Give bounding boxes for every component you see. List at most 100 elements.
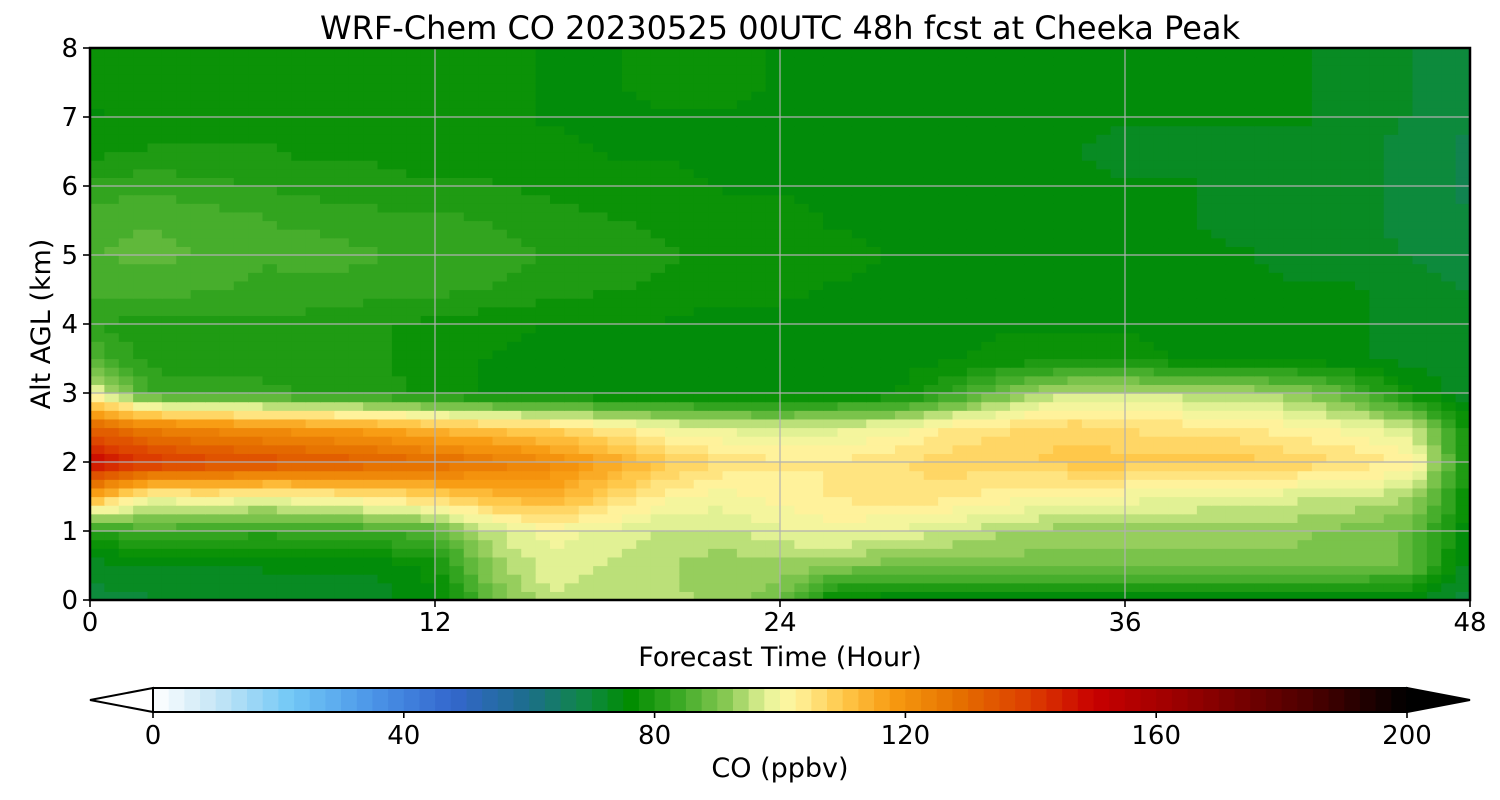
heatmap-cell: [377, 229, 393, 239]
heatmap-cell: [1240, 531, 1255, 541]
heatmap-cell: [952, 513, 968, 523]
heatmap-cell: [1125, 505, 1140, 515]
heatmap-cell: [377, 487, 393, 498]
heatmap-cell: [578, 591, 594, 600]
heatmap-cell: [348, 418, 364, 429]
heatmap-cell: [765, 177, 781, 187]
heatmap-cell: [636, 315, 652, 325]
heatmap-cell: [1038, 186, 1054, 196]
heatmap-cell: [895, 548, 910, 558]
heatmap-cell: [492, 358, 508, 368]
heatmap-cell: [1225, 272, 1241, 282]
heatmap-cell: [118, 487, 134, 498]
heatmap-cell: [952, 280, 968, 291]
heatmap-cell: [1268, 393, 1284, 403]
heatmap-cell: [981, 479, 997, 489]
heatmap-cell: [679, 418, 695, 429]
heatmap-cell: [133, 229, 149, 239]
heatmap-cell: [1053, 186, 1069, 196]
heatmap-cell: [406, 410, 422, 420]
heatmap-cell: [320, 574, 335, 584]
heatmap-cell: [808, 367, 824, 377]
heatmap-cell: [1225, 375, 1241, 385]
heatmap-cell: [320, 401, 335, 411]
heatmap-cell: [1340, 487, 1356, 498]
heatmap-cell: [794, 177, 810, 187]
heatmap-cell: [866, 298, 882, 308]
heatmap-cell: [406, 444, 422, 454]
heatmap-cell: [1211, 280, 1227, 291]
heatmap-cell: [621, 194, 637, 204]
heatmap-cell: [1240, 505, 1255, 515]
heatmap-cell: [291, 522, 307, 532]
heatmap-cell: [1412, 341, 1428, 351]
heatmap-cell: [1412, 582, 1428, 592]
heatmap-cell: [506, 410, 522, 420]
heatmap-cell: [837, 272, 853, 282]
heatmap-cell: [276, 237, 292, 247]
heatmap-cell: [1067, 306, 1083, 316]
heatmap-cell: [391, 246, 407, 256]
heatmap-cell: [1340, 186, 1356, 196]
heatmap-cell: [823, 513, 839, 523]
heatmap-cell: [1355, 160, 1370, 170]
heatmap-cell: [564, 237, 580, 247]
heatmap-cell: [1053, 246, 1069, 256]
heatmap-cell: [621, 341, 637, 351]
heatmap-cell: [219, 306, 235, 316]
heatmap-cell: [1110, 531, 1126, 541]
heatmap-cell: [1225, 522, 1241, 532]
heatmap-cell: [621, 548, 637, 558]
heatmap-cell: [722, 444, 738, 454]
heatmap-cell: [1426, 582, 1442, 592]
heatmap-cell: [1182, 280, 1198, 291]
heatmap-cell: [506, 375, 522, 385]
heatmap-cell: [650, 349, 666, 360]
heatmap-cell: [305, 332, 321, 342]
heatmap-cell: [219, 556, 235, 567]
heatmap-cell: [895, 255, 910, 265]
heatmap-cell: [420, 582, 436, 592]
heatmap-cell: [133, 513, 149, 523]
heatmap-cell: [1297, 203, 1313, 213]
heatmap-cell: [535, 418, 551, 429]
heatmap-cell: [1297, 453, 1313, 463]
heatmap-cell: [104, 237, 120, 247]
heatmap-cell: [1355, 548, 1370, 558]
heatmap-cell: [593, 306, 609, 316]
heatmap-cell: [406, 349, 422, 360]
heatmap-cell: [1398, 177, 1414, 187]
heatmap-cell: [708, 375, 724, 385]
heatmap-cell: [1211, 556, 1227, 567]
heatmap-cell: [1426, 349, 1442, 360]
heatmap-cell: [1340, 522, 1356, 532]
heatmap-cell: [1355, 574, 1370, 584]
heatmap-cell: [751, 418, 767, 429]
heatmap-cell: [406, 289, 422, 299]
heatmap-cell: [578, 332, 594, 342]
heatmap-cell: [708, 229, 724, 239]
heatmap-cell: [1355, 375, 1370, 385]
heatmap-cell: [535, 479, 551, 489]
heatmap-cell: [866, 211, 882, 222]
heatmap-cell: [679, 556, 695, 567]
heatmap-cell: [1283, 186, 1299, 196]
heatmap-cell: [923, 289, 939, 299]
heatmap-cell: [147, 177, 163, 187]
heatmap-cell: [909, 263, 925, 273]
heatmap-cell: [1182, 298, 1198, 308]
heatmap-cell: [693, 401, 709, 411]
heatmap-cell: [391, 522, 407, 532]
heatmap-cell: [1125, 462, 1140, 472]
chart-title: WRF-Chem CO 20230525 00UTC 48h fcst at C…: [320, 9, 1241, 47]
heatmap-cell: [1096, 436, 1112, 446]
heatmap-cell: [305, 177, 321, 187]
heatmap-cell: [1110, 384, 1126, 394]
heatmap-cell: [1096, 539, 1112, 549]
heatmap-cell: [1038, 384, 1054, 394]
heatmap-cell: [1038, 315, 1054, 325]
heatmap-cell: [248, 160, 264, 170]
heatmap-cell: [1311, 505, 1327, 515]
heatmap-cell: [406, 263, 422, 273]
heatmap-cell: [823, 203, 839, 213]
